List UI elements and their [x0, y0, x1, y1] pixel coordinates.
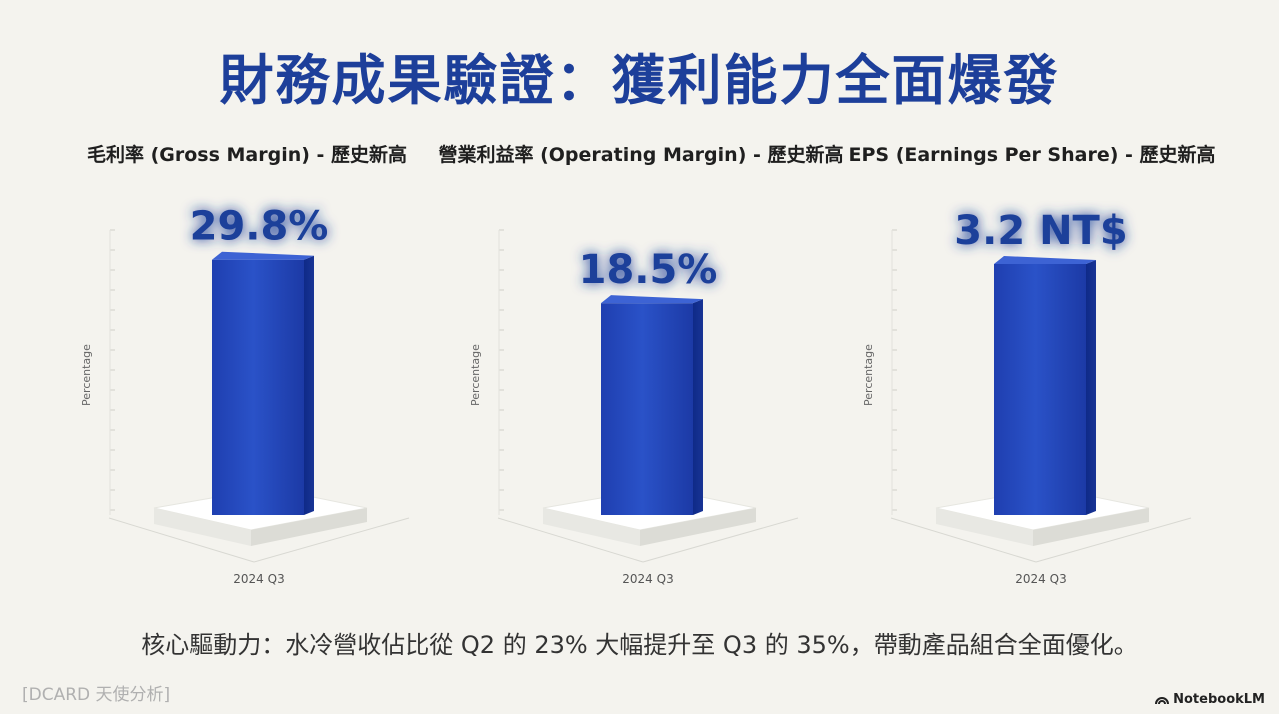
y-axis-ticks [498, 229, 504, 515]
chart-panel-2: Percentage 3.2 NT$ 2024 Q3 [862, 208, 1192, 586]
bar-value-label: 3.2 NT$ [954, 208, 1127, 254]
bar-1 [601, 295, 703, 515]
x-tick-label: 2024 Q3 [1015, 572, 1066, 586]
chart-panel-0: Percentage 29.8% 2024 Q3 [80, 204, 410, 586]
bar-value-label: 29.8% [190, 204, 329, 250]
notebooklm-logo-icon [1155, 696, 1170, 704]
bar-0 [212, 251, 314, 516]
chart-title-operating-margin: 營業利益率 (Operating Margin) - 歷史新高 [438, 144, 844, 166]
bar-value-label: 18.5% [579, 247, 718, 293]
floor-line-left [497, 517, 644, 563]
x-tick-label: 2024 Q3 [233, 572, 284, 586]
brand-badge: NotebookLM [1155, 692, 1265, 707]
floor-line-left [108, 517, 255, 563]
floor-line-left [890, 517, 1037, 563]
floor-line-right [1035, 517, 1192, 563]
y-axis-ticks [109, 229, 115, 515]
floor-line-right [253, 517, 410, 563]
x-tick-label: 2024 Q3 [622, 572, 673, 586]
brand-name: NotebookLM [1173, 692, 1265, 707]
y-axis-ticks [891, 229, 897, 515]
y-axis-label: Percentage [862, 344, 875, 406]
chart-panel-1: Percentage 18.5% 2024 Q3 [469, 229, 799, 586]
floor-line-right [642, 517, 799, 563]
slide-title: 財務成果驗證：獲利能力全面爆發 [219, 49, 1060, 112]
y-axis-label: Percentage [469, 344, 482, 406]
chart-title-gross-margin: 毛利率 (Gross Margin) - 歷史新高 [86, 144, 408, 166]
summary-text: 核心驅動力：水冷營收佔比從 Q2 的 23% 大幅提升至 Q3 的 35%，帶動… [141, 631, 1138, 659]
chart-title-eps: EPS (Earnings Per Share) - 歷史新高 [848, 144, 1216, 166]
source-label: [DCARD 天使分析] [22, 685, 171, 705]
bar-2 [994, 256, 1096, 515]
y-axis-label: Percentage [80, 344, 93, 406]
